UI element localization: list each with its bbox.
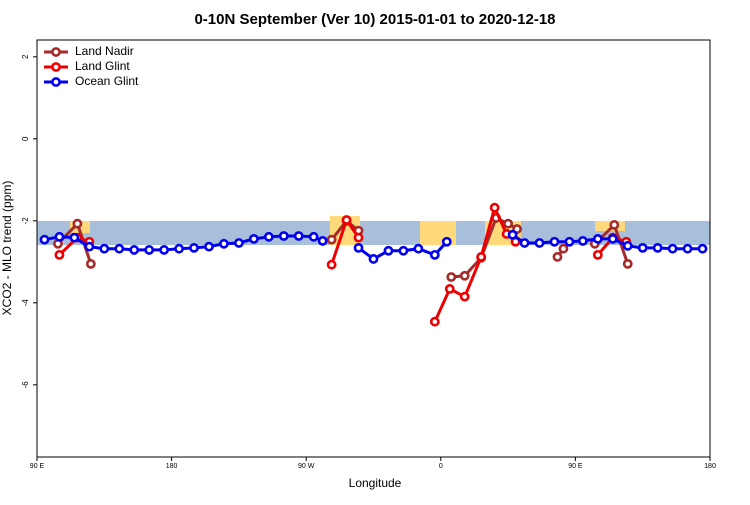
x-tick-label: 0 (439, 463, 443, 470)
data-point (607, 233, 618, 244)
data-point (429, 316, 440, 327)
data-point (69, 232, 80, 243)
data-point (564, 236, 575, 247)
data-point (129, 245, 140, 255)
data-point (459, 291, 470, 302)
data-point (592, 233, 603, 244)
legend-label: Land Nadir (75, 44, 134, 58)
data-point (189, 242, 199, 253)
data-point (72, 218, 83, 229)
data-point (341, 215, 352, 225)
data-point (293, 231, 304, 241)
data-point (368, 254, 379, 264)
legend-marker (51, 47, 61, 57)
data-point (353, 242, 364, 253)
legend-label: Ocean Glint (75, 74, 139, 88)
data-point (592, 249, 603, 260)
data-point (278, 231, 289, 241)
data-point (652, 242, 663, 253)
data-point (174, 243, 184, 254)
y-axis-label: XCO2 - MLO trend (ppm) (0, 181, 14, 316)
data-point (248, 233, 259, 244)
y-tick-label: 0 (21, 136, 30, 141)
data-point (99, 243, 110, 254)
data-point (507, 229, 518, 240)
legend-label: Land Glint (75, 59, 130, 73)
legend-marker (51, 77, 61, 87)
data-point (622, 258, 633, 269)
data-point (637, 242, 648, 253)
legend-marker (51, 62, 61, 72)
x-axis-label: Longitude (349, 476, 402, 490)
data-point (317, 236, 328, 246)
data-point (549, 236, 560, 247)
data-point (54, 249, 65, 260)
data-point (54, 231, 65, 242)
data-point (622, 240, 633, 251)
data-point (114, 243, 125, 254)
data-point (326, 259, 337, 270)
data-point (413, 243, 424, 254)
x-tick-label: 90 W (298, 463, 315, 470)
x-tick-label: 90 E (30, 463, 45, 470)
data-point (558, 243, 569, 254)
data-point (441, 236, 452, 247)
data-point (383, 245, 394, 256)
data-point (159, 245, 170, 255)
data-point (39, 234, 50, 245)
chart-title: 0-10N September (Ver 10) 2015-01-01 to 2… (194, 11, 555, 28)
x-tick-label: 180 (166, 463, 178, 470)
data-point (444, 283, 455, 294)
data-point (489, 202, 500, 213)
y-tick-label: -4 (21, 299, 30, 307)
data-point (398, 245, 409, 256)
data-point (459, 270, 470, 281)
data-point (84, 241, 95, 252)
data-point (609, 220, 620, 230)
data-point (233, 238, 244, 248)
data-point (446, 272, 457, 282)
data-point (552, 252, 563, 262)
data-point (219, 238, 229, 249)
y-tick-label: 2 (21, 54, 30, 59)
data-point (697, 243, 708, 254)
plot-frame (36, 39, 711, 458)
data-point (353, 232, 364, 243)
x-tick-label: 180 (704, 463, 716, 470)
data-point (476, 252, 487, 262)
data-point (577, 236, 588, 246)
data-point (144, 245, 155, 255)
x-tick-label: 90 E (568, 463, 583, 470)
data-point (534, 238, 545, 248)
data-point (682, 243, 693, 254)
y-tick-label: -6 (21, 381, 30, 389)
data-point (85, 258, 96, 269)
data-point (308, 231, 319, 242)
data-point (519, 238, 530, 248)
data-point (503, 218, 513, 229)
data-point (263, 231, 274, 242)
data-point (326, 234, 337, 245)
y-tick-label: -2 (21, 217, 30, 225)
data-point (429, 249, 440, 260)
data-point (667, 243, 678, 254)
data-point (204, 241, 214, 252)
